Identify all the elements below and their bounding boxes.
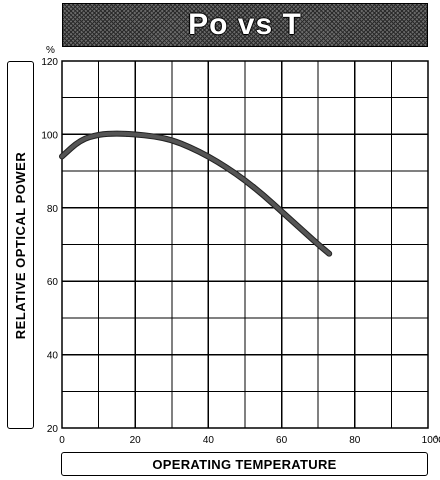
- y-tick-label: 100: [41, 130, 58, 141]
- chart-title-banner: Po vs T: [62, 3, 428, 47]
- y-tick-label: 40: [47, 351, 59, 362]
- y-unit-label: %: [46, 45, 55, 56]
- y-tick-label: 60: [47, 277, 59, 288]
- x-tick-label: 100: [422, 435, 439, 446]
- x-tick-label: 0: [59, 435, 65, 446]
- y-tick-label: 80: [47, 204, 59, 215]
- plot-frame: [61, 60, 429, 429]
- x-tick-label: 60: [276, 435, 288, 446]
- chart-title: Po vs T: [188, 8, 302, 41]
- x-axis-label: OPERATING TEMPERATURE: [152, 456, 337, 472]
- x-unit-label: °C: [434, 435, 440, 446]
- x-tick-label: 20: [130, 435, 142, 446]
- x-axis-label-box: OPERATING TEMPERATURE: [61, 452, 428, 476]
- x-tick-label: 40: [203, 435, 215, 446]
- y-tick-label: 120: [41, 57, 58, 68]
- y-axis-label-box: RELATIVE OPTICAL POWER: [7, 61, 34, 429]
- series-line: [60, 131, 332, 256]
- x-tick-label: 80: [349, 435, 361, 446]
- y-tick-label: 20: [47, 424, 59, 435]
